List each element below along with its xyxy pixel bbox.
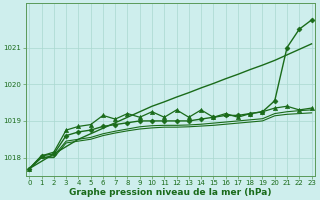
X-axis label: Graphe pression niveau de la mer (hPa): Graphe pression niveau de la mer (hPa) — [69, 188, 272, 197]
